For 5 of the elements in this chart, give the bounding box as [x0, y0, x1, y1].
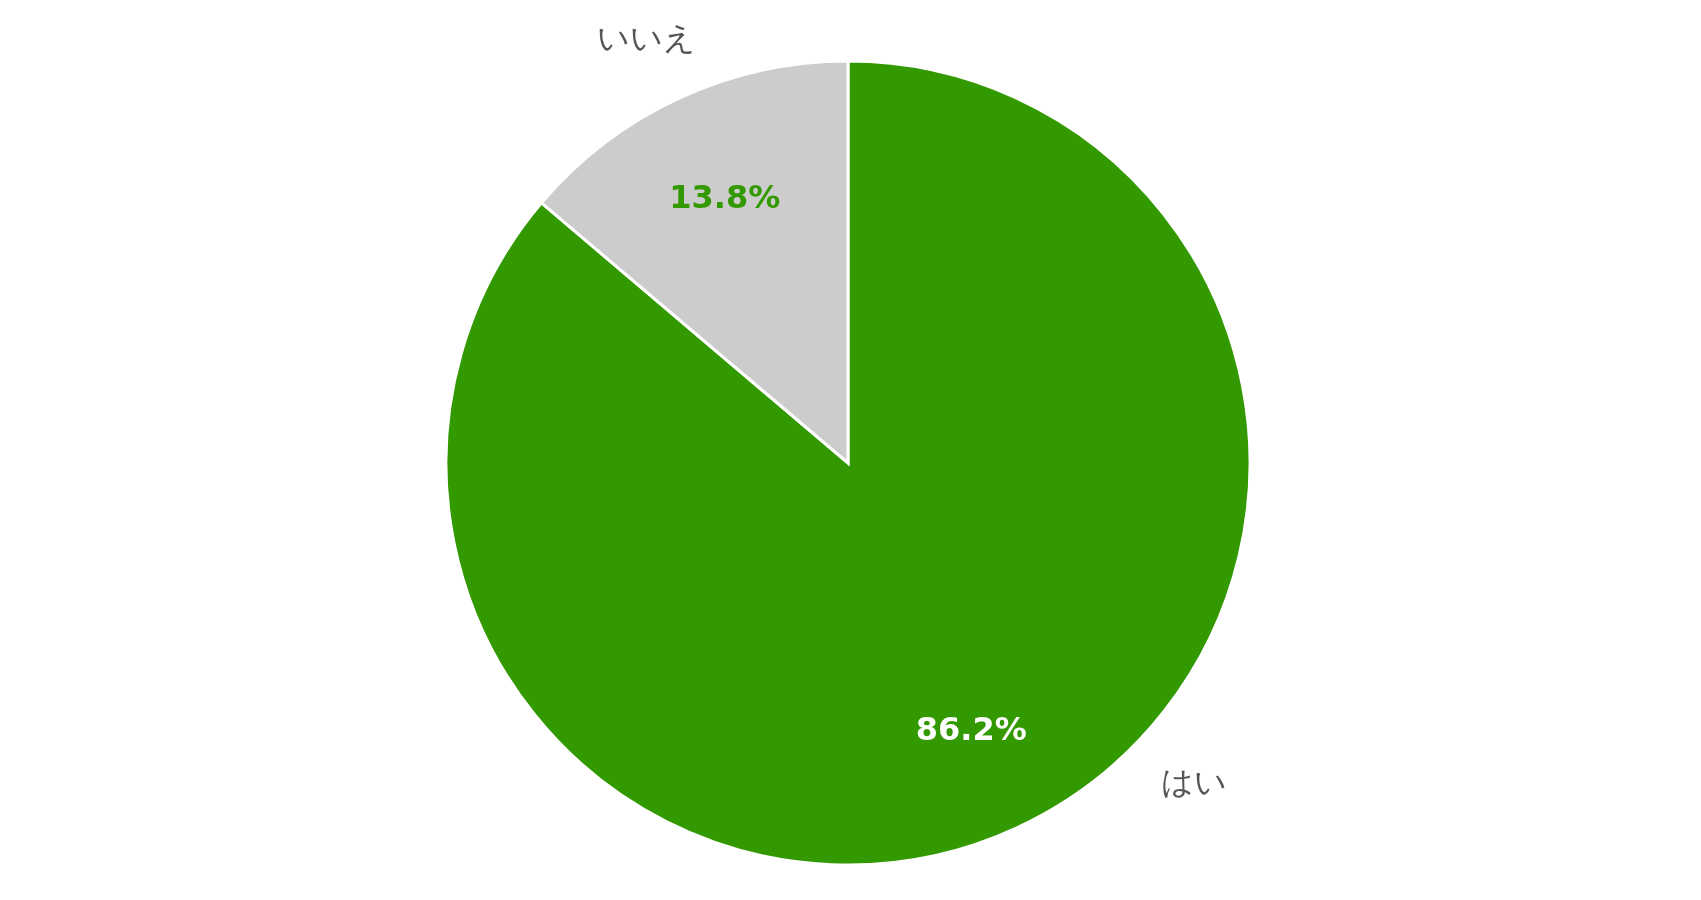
data-label: 13.8%	[669, 177, 781, 216]
pie-slice	[445, 59, 1252, 867]
data-label: 86.2%	[915, 710, 1027, 749]
slice-label: はい	[1160, 763, 1227, 801]
slice-label: いいえ	[597, 19, 697, 57]
